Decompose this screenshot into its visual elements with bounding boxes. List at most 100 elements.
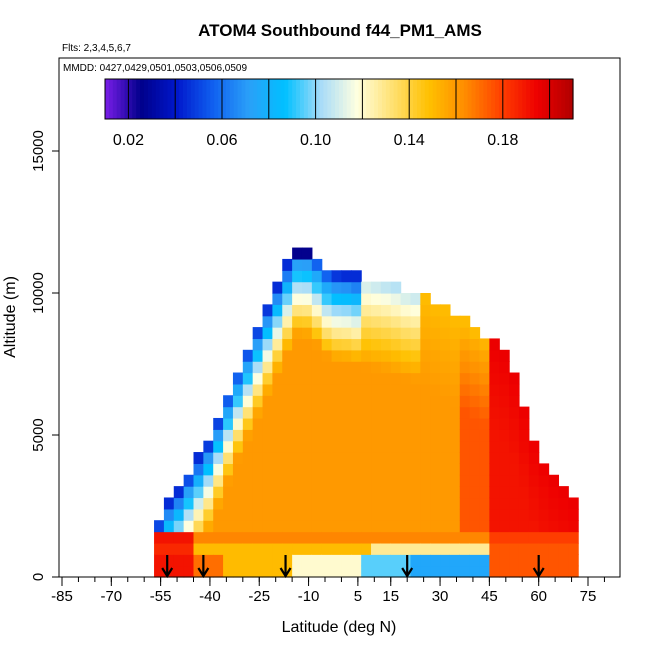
heatmap-cell: [223, 406, 234, 419]
heatmap-cell: [262, 486, 273, 499]
heatmap-cell: [430, 486, 441, 499]
heatmap-cell: [489, 440, 500, 453]
heatmap-cell: [351, 270, 362, 283]
heatmap-cell: [331, 554, 343, 567]
heatmap-cell: [361, 531, 372, 544]
heatmap-cell: [223, 463, 234, 476]
heatmap-cell: [410, 486, 421, 499]
heatmap-cell: [213, 520, 224, 533]
heatmap-cell: [213, 565, 224, 578]
heatmap-cell: [321, 372, 333, 385]
heatmap-cell: [400, 508, 412, 521]
heatmap-cell: [469, 520, 481, 533]
heatmap-cell: [449, 315, 461, 328]
heatmap-cell: [262, 474, 273, 487]
heatmap-cell: [479, 429, 490, 442]
heatmap-cell: [321, 338, 333, 351]
heatmap-cell: [321, 497, 333, 510]
heatmap-cell: [272, 497, 283, 510]
heatmap-cell: [331, 417, 343, 430]
heatmap-cell: [321, 395, 333, 408]
heatmap-cell: [311, 406, 323, 419]
heatmap-cell: [380, 520, 392, 533]
heatmap-cell: [331, 542, 343, 555]
heatmap-cell: [232, 531, 244, 544]
heatmap-cell: [311, 383, 323, 396]
x-tick-label: -55: [150, 588, 172, 605]
heatmap-cell: [440, 565, 451, 578]
heatmap-cell: [548, 497, 560, 510]
colorbar-swatch: [319, 79, 324, 119]
heatmap-cell: [232, 372, 244, 385]
heatmap-cell: [351, 395, 362, 408]
colorbar-swatch: [401, 79, 406, 119]
colorbar: 0.02 0.06 0.10 0.14 0.18: [104, 78, 574, 149]
heatmap-cell: [232, 508, 244, 521]
heatmap-cell: [509, 474, 520, 487]
heatmap-cell: [272, 429, 283, 442]
heatmap-cell: [371, 327, 382, 340]
heatmap-cell: [272, 361, 283, 374]
heatmap-cell: [528, 520, 540, 533]
heatmap-cell: [232, 429, 244, 442]
heatmap-cell: [183, 474, 195, 487]
colorbar-swatch: [370, 79, 375, 119]
heatmap-cell: [400, 361, 412, 374]
heatmap-cell: [223, 417, 234, 430]
colorbar-swatch: [264, 79, 270, 119]
heatmap-cell: [469, 327, 481, 340]
heatmap-cell: [193, 463, 204, 476]
heatmap-cell: [232, 383, 244, 396]
heatmap-cell: [538, 520, 550, 533]
heatmap-cell: [489, 417, 500, 430]
heatmap-cell: [292, 258, 303, 271]
heatmap-cell: [331, 565, 343, 578]
colorbar-frame: [104, 78, 574, 120]
heatmap-cell: [459, 417, 471, 430]
heatmap-cell: [282, 270, 293, 283]
colorbar-swatch: [198, 79, 204, 119]
heatmap-cell: [371, 281, 382, 294]
y-tick-label: 0: [30, 573, 47, 581]
colorbar-swatch: [151, 79, 157, 119]
heatmap-cell: [380, 463, 392, 476]
colorbar-swatch: [506, 79, 512, 119]
heatmap-cell: [321, 349, 333, 362]
heatmap-cell: [331, 463, 343, 476]
colorbar-swatch: [214, 79, 219, 119]
heatmap-cell: [351, 281, 362, 294]
heatmap-cell: [321, 417, 333, 430]
heatmap-cell: [213, 463, 224, 476]
heatmap-cell: [311, 258, 323, 271]
colorbar-swatch: [502, 79, 508, 119]
heatmap-cell: [459, 327, 471, 340]
colorbar-swatch: [534, 79, 539, 119]
heatmap-cell: [252, 554, 264, 567]
heatmap-cell: [341, 406, 352, 419]
heatmap-cell: [459, 372, 471, 385]
heatmap-cell: [449, 497, 461, 510]
heatmap-cell: [410, 508, 421, 521]
colorbar-swatch: [374, 79, 379, 119]
heatmap-cell: [390, 508, 402, 521]
heatmap-cell: [390, 417, 402, 430]
heatmap-cell: [183, 520, 195, 533]
heatmap-cell: [351, 463, 362, 476]
heatmap-cell: [410, 565, 421, 578]
heatmap-cell: [528, 463, 540, 476]
heatmap-cell: [449, 395, 461, 408]
heatmap-cell: [213, 542, 224, 555]
heatmap-cell: [430, 542, 441, 555]
heatmap-cell: [440, 383, 451, 396]
heatmap-cell: [400, 372, 412, 385]
heatmap-cell: [518, 520, 530, 533]
heatmap-cell: [292, 338, 303, 351]
colorbar-swatch: [210, 79, 215, 119]
heatmap-cell: [509, 520, 520, 533]
colorbar-swatch: [237, 79, 243, 119]
heatmap-cell: [321, 565, 333, 578]
heatmap-cell: [410, 372, 421, 385]
heatmap-cell: [390, 463, 402, 476]
heatmap-cell: [282, 327, 293, 340]
heatmap-cell: [430, 497, 441, 510]
